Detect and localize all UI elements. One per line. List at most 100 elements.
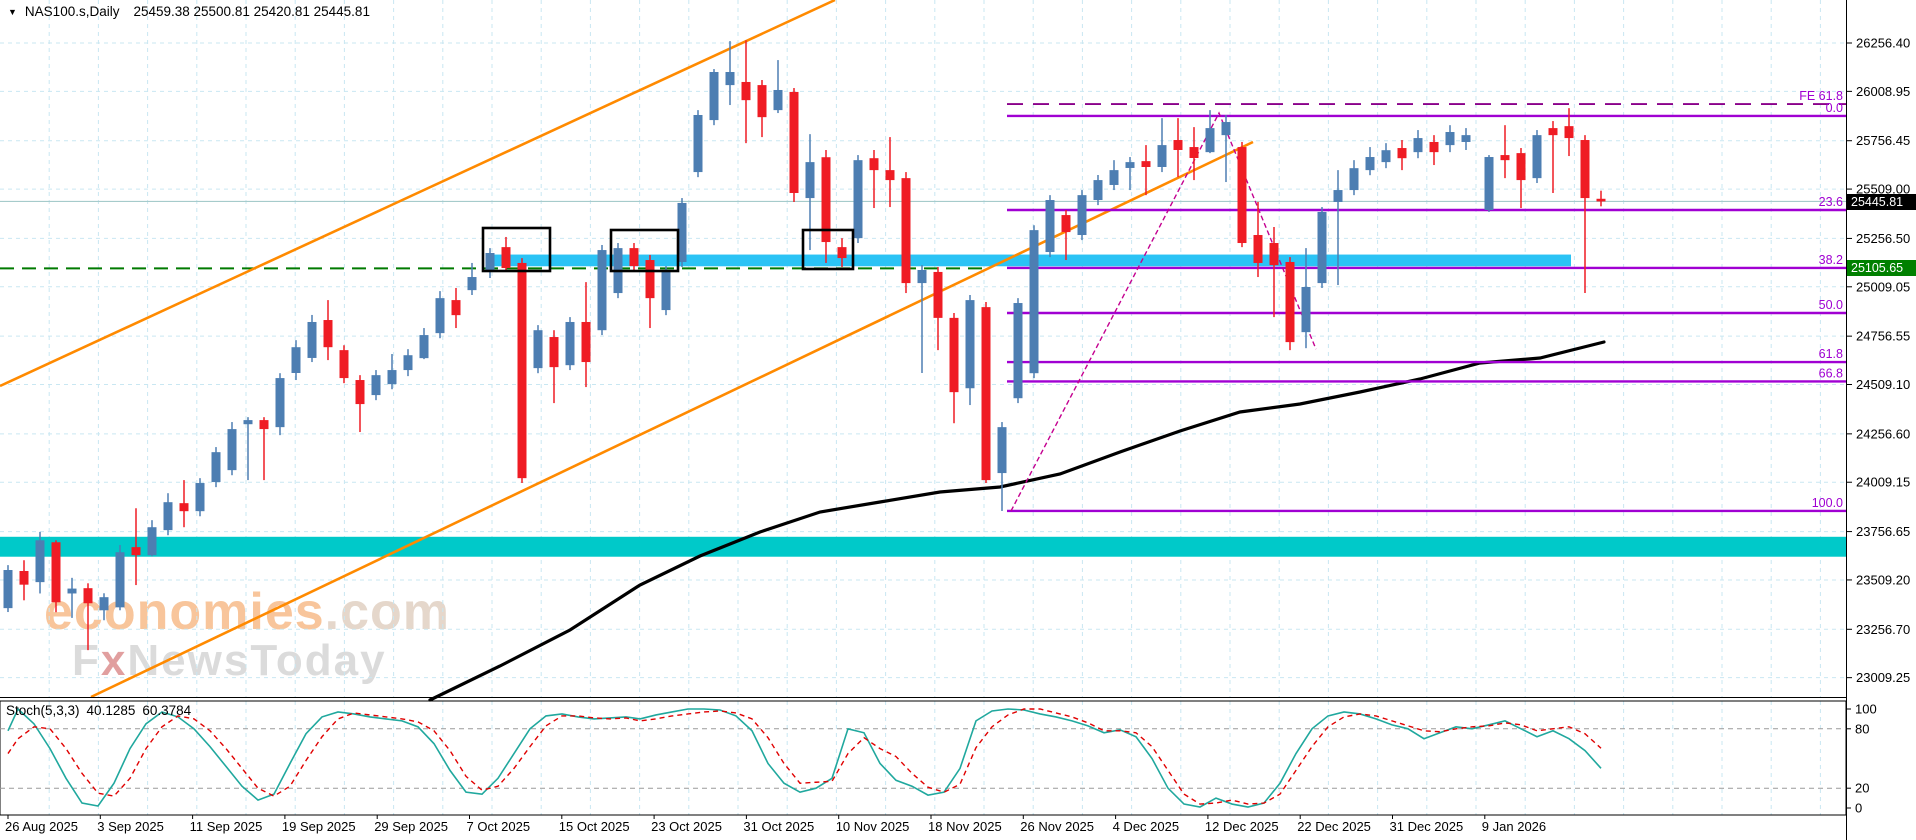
- candle-body: [195, 483, 205, 512]
- candle-body: [1397, 148, 1407, 159]
- candle-body: [1580, 140, 1590, 199]
- candle-body: [677, 202, 687, 262]
- fib-zigzag-line[interactable]: [1010, 111, 1317, 512]
- candle-body: [997, 427, 1007, 474]
- candle-body: [805, 162, 815, 199]
- candle-body: [387, 370, 397, 385]
- date-axis-label: 4 Dec 2025: [1113, 819, 1180, 834]
- candle-body: [1413, 138, 1423, 153]
- fib-level-label: 23.6: [1819, 195, 1843, 209]
- date-axis-label: 7 Oct 2025: [467, 819, 531, 834]
- stoch-k-value: 40.1285: [86, 703, 136, 718]
- stoch-d-line: [7, 708, 1602, 805]
- indicator-label: Stoch(5,3,3) 40.1285 60.3784: [6, 703, 191, 718]
- candle-body: [1317, 211, 1327, 284]
- candle-body: [661, 270, 671, 311]
- candle-body: [435, 298, 445, 334]
- date-axis-label: 11 Sep 2025: [190, 819, 263, 834]
- candle-body: [211, 452, 221, 483]
- candle-body: [629, 248, 639, 267]
- date-axis-label: 23 Oct 2025: [651, 819, 722, 834]
- price-axis-label: 23509.20: [1856, 572, 1910, 587]
- candle-body: [403, 355, 413, 371]
- chart-title: ▼ NAS100.s,Daily 25459.38 25500.81 25420…: [8, 4, 370, 19]
- candle-body: [1516, 153, 1526, 181]
- highlight-rectangle[interactable]: [609, 228, 680, 273]
- candle-body: [709, 72, 719, 121]
- date-axis-label: 9 Jan 2026: [1482, 819, 1546, 834]
- date-axis-label: 10 Nov 2025: [836, 819, 910, 834]
- price-axis-label: 25509.00: [1856, 182, 1910, 197]
- candle-body: [1061, 215, 1071, 233]
- date-axis-label: 29 Sep 2025: [374, 819, 448, 834]
- candle-body: [565, 321, 575, 366]
- price-axis-label: 23756.65: [1856, 524, 1910, 539]
- candle-body: [645, 260, 655, 299]
- candle-body: [1285, 261, 1295, 343]
- candle-body: [1125, 162, 1135, 168]
- candle-body: [1221, 122, 1231, 136]
- stoch-k-line: [7, 707, 1602, 808]
- candle-body: [291, 347, 301, 373]
- candle-body: [869, 158, 879, 171]
- price-axis-label: 24756.55: [1856, 329, 1910, 344]
- candle-body: [1269, 243, 1279, 266]
- ohlc-values: 25459.38 25500.81 25420.81 25445.81: [133, 4, 370, 19]
- highlight-rectangle[interactable]: [801, 228, 855, 271]
- date-axis-label: 22 Dec 2025: [1297, 819, 1371, 834]
- candle-body: [147, 527, 157, 556]
- candle-body: [757, 85, 767, 118]
- date-axis-label: 3 Sep 2025: [97, 819, 164, 834]
- candle-body: [1349, 168, 1359, 191]
- candle-body: [1173, 140, 1183, 150]
- candle-body: [1484, 157, 1494, 210]
- candle-body: [1093, 180, 1103, 201]
- candle-body: [1596, 198, 1606, 202]
- price-axis-label: 25256.50: [1856, 231, 1910, 246]
- fib-level-label: 0.0: [1826, 101, 1843, 115]
- candle-body: [501, 247, 511, 269]
- date-axis-label: 31 Dec 2025: [1390, 819, 1464, 834]
- price-axis-label: 25009.05: [1856, 279, 1910, 294]
- fib-level-label: 66.8: [1819, 366, 1843, 380]
- channel-lower-trendline[interactable]: [90, 140, 1254, 699]
- candle-body: [163, 502, 173, 531]
- candle-body: [1445, 132, 1455, 146]
- fib-level-label: 100.0: [1812, 496, 1843, 510]
- stoch-axis-label: 20: [1855, 781, 1869, 796]
- candle-body: [949, 317, 959, 393]
- price-axis-label: 25756.45: [1856, 133, 1910, 148]
- candle-body: [115, 552, 125, 608]
- fib-382-price-tag: 25105.65: [1847, 260, 1916, 276]
- support-zone-teal[interactable]: [0, 536, 1846, 557]
- candle-body: [725, 72, 735, 86]
- candle-body: [885, 170, 895, 181]
- candle-body: [597, 250, 607, 331]
- stoch-d-value: 60.3784: [142, 703, 192, 718]
- candle-body: [131, 547, 141, 556]
- candle-body: [1205, 128, 1215, 153]
- date-axis-label: 19 Sep 2025: [282, 819, 356, 834]
- candle-body: [1237, 147, 1247, 244]
- candle-body: [1157, 145, 1167, 167]
- candle-body: [371, 375, 381, 396]
- candle-body: [1500, 155, 1510, 161]
- stoch-axis-label: 0: [1855, 801, 1862, 816]
- candle-body: [51, 542, 61, 603]
- highlight-rectangle[interactable]: [481, 226, 552, 273]
- candle-body: [1333, 190, 1343, 202]
- candle-body: [917, 269, 927, 284]
- indicator-name: Stoch(5,3,3): [6, 703, 80, 718]
- date-axis-label: 31 Oct 2025: [743, 819, 814, 834]
- collapse-triangle-icon[interactable]: ▼: [8, 6, 17, 17]
- candle-body: [1564, 126, 1574, 139]
- candle-body: [933, 271, 943, 318]
- candle-body: [693, 115, 703, 173]
- price-axis-label: 23256.70: [1856, 622, 1910, 637]
- channel-upper-trendline[interactable]: [0, 0, 836, 388]
- date-axis-label: 12 Dec 2025: [1205, 819, 1279, 834]
- candle-body: [19, 570, 29, 585]
- candle-body: [227, 429, 237, 471]
- candle-body: [741, 81, 751, 101]
